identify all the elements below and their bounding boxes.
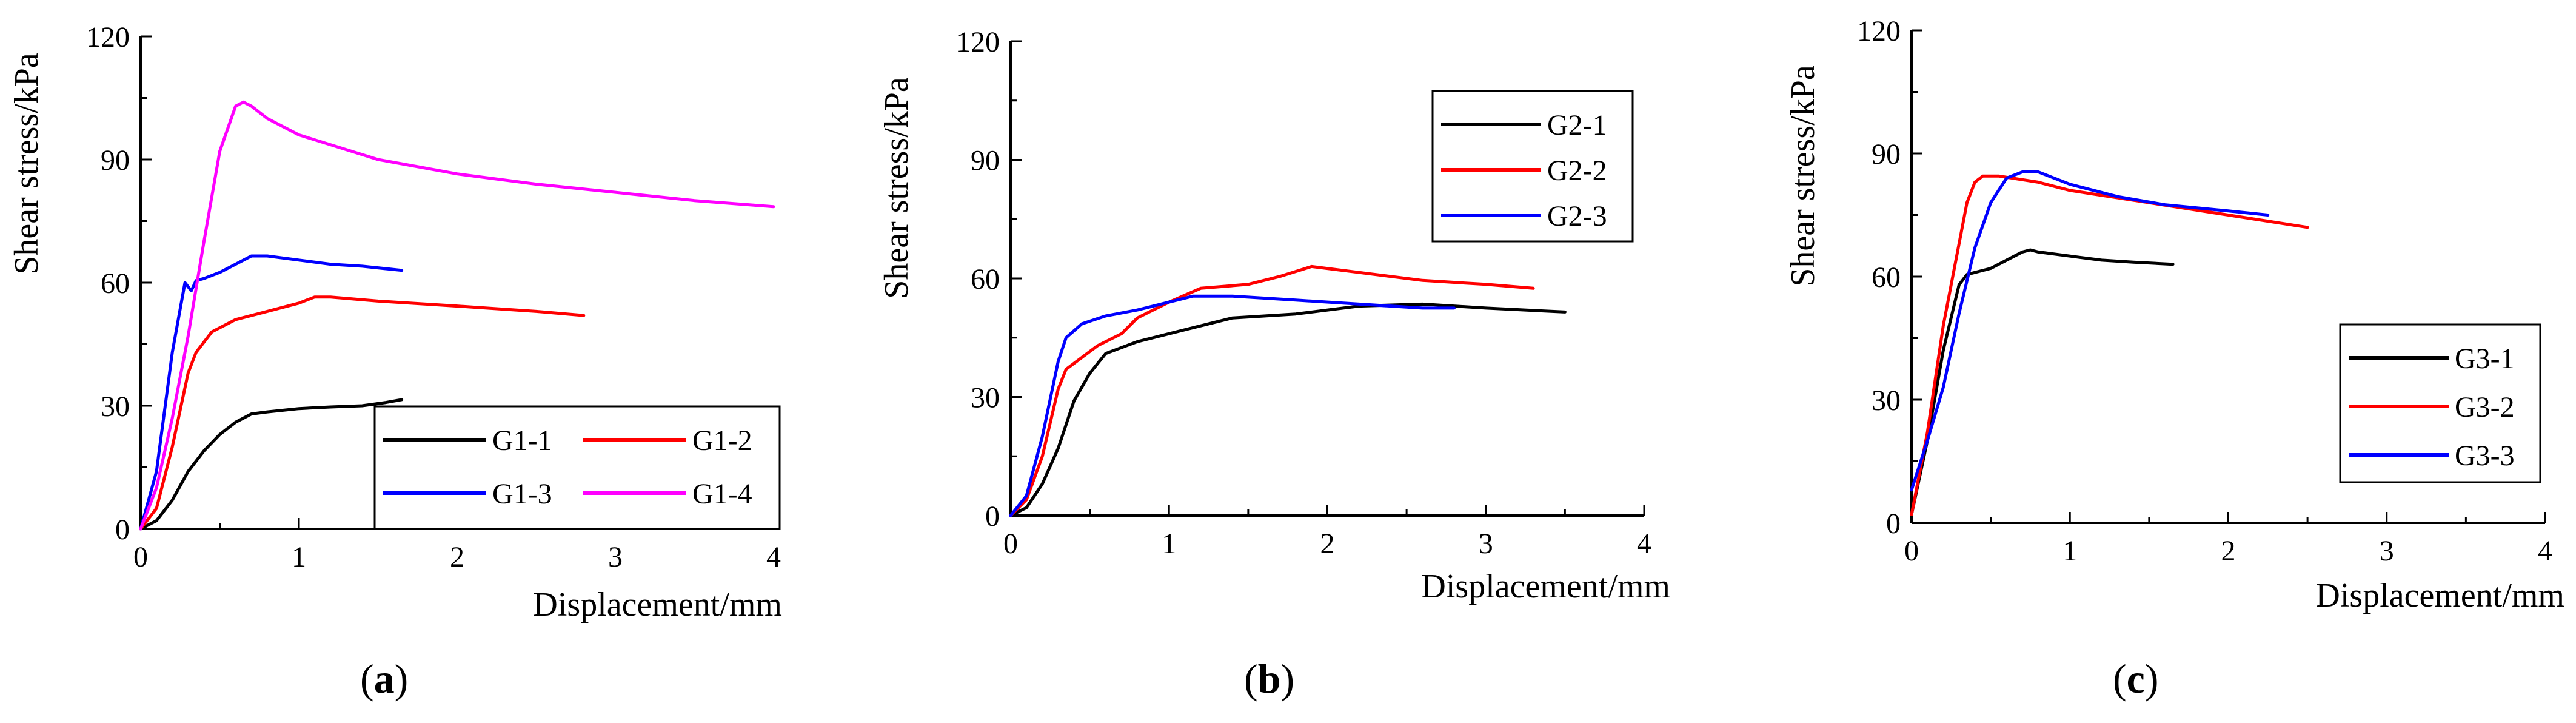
series-line-g3-2: [1910, 174, 2309, 516]
series-line-g1-4: [139, 100, 775, 531]
legend-entry: G2-2: [1547, 155, 1607, 187]
subplot-c: Shear stress/kPa Displacement/mm 0 1 2 3 4 0 3…: [1784, 15, 2564, 614]
x-tick-label: 2: [450, 541, 464, 573]
y-tick-label: 0: [1886, 508, 1901, 540]
subplot-label-c: (c): [2113, 656, 2159, 702]
series-line-g2-3: [1009, 294, 1456, 517]
y-tick-label: 90: [971, 145, 1000, 177]
legend-entry: G1-3: [492, 478, 552, 510]
y-tick-label: 90: [1872, 138, 1901, 170]
legend-frame: [373, 405, 781, 530]
subplot-label-a: (a): [360, 656, 409, 702]
x-tick-label: 2: [2221, 535, 2236, 567]
subplot-label-b: (b): [1244, 656, 1295, 702]
x-axis-label: Displacement/mm: [2315, 577, 2564, 614]
legend-entry: G3-1: [2455, 343, 2515, 375]
y-axis-label: Shear stress/kPa: [8, 53, 45, 275]
legend-entry: G2-3: [1547, 200, 1607, 232]
x-tick-label: 1: [2062, 535, 2077, 567]
x-tick-label: 0: [1003, 528, 1018, 560]
x-tick-label: 4: [2538, 535, 2552, 567]
x-tick-label: 0: [1904, 535, 1919, 567]
legend-entry: G2-1: [1547, 109, 1607, 141]
subplot-a: Shear stress/kPa Displacement/mm 0 1 2 3 4 0 3…: [8, 21, 782, 624]
y-tick-label: 0: [115, 514, 130, 546]
legend-entry: G3-2: [2455, 391, 2515, 423]
series-line-g1-1: [139, 398, 404, 531]
series-line-g1-2: [139, 295, 586, 531]
legend: G1-1 G1-2 G1-3 G1-4: [373, 405, 781, 530]
x-tick-label: 3: [608, 541, 623, 573]
y-axis-label: Shear stress/kPa: [878, 77, 915, 299]
x-axis-label: Displacement/mm: [533, 586, 782, 624]
legend-entry: G3-3: [2455, 440, 2515, 472]
x-tick-label: 0: [133, 541, 148, 573]
y-tick-label: 30: [101, 391, 130, 423]
y-tick-label: 120: [86, 21, 130, 53]
series-line-g2-2: [1009, 264, 1535, 517]
legend: G2-1 G2-2 G2-3: [1431, 90, 1634, 243]
y-tick-label: 60: [101, 267, 130, 300]
x-tick-label: 1: [292, 541, 306, 573]
legend-entry: G1-4: [692, 478, 752, 510]
x-tick-label: 2: [1320, 528, 1335, 560]
series-line-g3-3: [1910, 170, 2270, 492]
y-tick-label: 120: [956, 26, 1000, 58]
y-axis-label: Shear stress/kPa: [1784, 65, 1822, 287]
series-line-g1-3: [139, 254, 404, 531]
subplot-b: Shear stress/kPa Displacement/mm 0 1 2 3 4 0 3…: [878, 26, 1670, 605]
legend-entry: G1-1: [492, 425, 552, 457]
y-tick-label: 60: [1872, 261, 1901, 294]
x-tick-label: 4: [1637, 528, 1651, 560]
y-tick-label: 120: [1857, 15, 1901, 47]
series-line-g2-1: [1009, 302, 1567, 517]
y-tick-label: 30: [1872, 385, 1901, 417]
legend: G3-1 G3-2 G3-3: [2339, 323, 2541, 483]
x-axis-label: Displacement/mm: [1421, 568, 1670, 605]
x-tick-label: 3: [2380, 535, 2394, 567]
x-tick-label: 3: [1479, 528, 1493, 560]
y-tick-label: 90: [101, 144, 130, 177]
y-tick-label: 0: [985, 500, 1000, 533]
x-tick-label: 4: [766, 541, 781, 573]
x-tick-label: 1: [1162, 528, 1176, 560]
y-tick-label: 60: [971, 263, 1000, 295]
y-tick-label: 30: [971, 382, 1000, 414]
legend-entry: G1-2: [692, 425, 752, 457]
series-line-g3-1: [1910, 248, 2175, 516]
